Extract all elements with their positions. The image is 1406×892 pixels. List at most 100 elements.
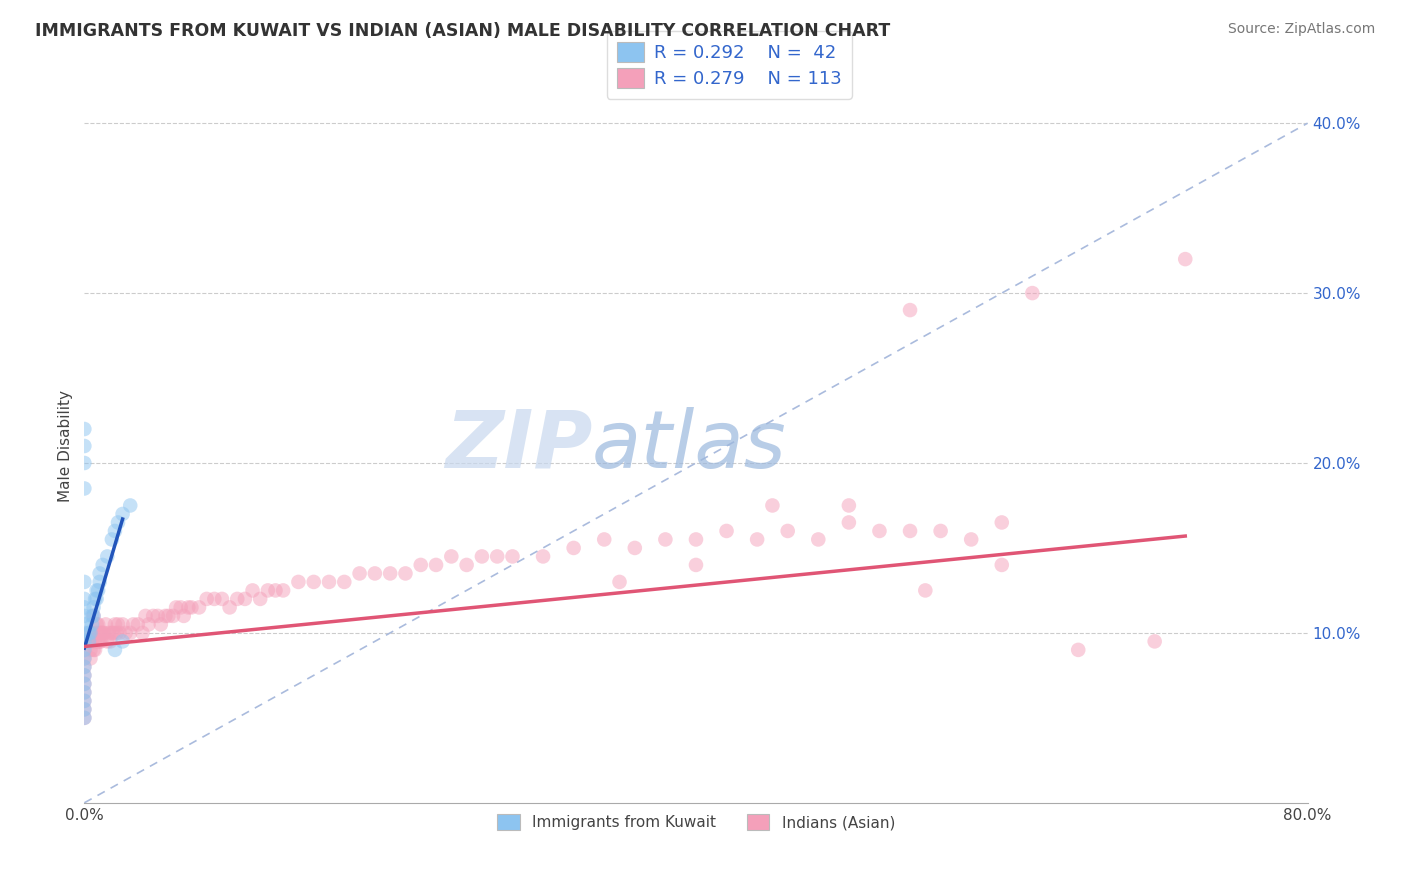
Point <box>73 711 96 725</box>
Point <box>155 608 177 623</box>
Point <box>73 422 96 436</box>
Point <box>138 617 160 632</box>
Point <box>170 600 193 615</box>
Point <box>991 516 1014 530</box>
Point <box>146 608 169 623</box>
Point <box>114 626 136 640</box>
Point <box>91 626 114 640</box>
Point <box>104 524 127 538</box>
Point <box>73 694 96 708</box>
Point <box>86 617 108 632</box>
Point <box>86 626 108 640</box>
Point <box>73 685 96 699</box>
Point <box>122 617 145 632</box>
Point <box>302 574 325 589</box>
Point <box>89 634 111 648</box>
Point <box>73 651 96 665</box>
Point <box>364 566 387 581</box>
Point <box>86 583 108 598</box>
Point <box>73 456 96 470</box>
Point <box>471 549 494 564</box>
Point <box>149 617 172 632</box>
Point <box>94 617 117 632</box>
Point <box>84 634 107 648</box>
Point <box>531 549 554 564</box>
Point <box>83 600 105 615</box>
Point <box>73 482 96 496</box>
Point <box>991 558 1014 572</box>
Point <box>107 617 129 632</box>
Point <box>96 549 118 564</box>
Point <box>716 524 738 538</box>
Point <box>195 591 218 606</box>
Point <box>73 660 96 674</box>
Point <box>105 626 128 640</box>
Point <box>440 549 463 564</box>
Point <box>502 549 524 564</box>
Point <box>960 533 983 547</box>
Point <box>77 626 100 640</box>
Point <box>73 643 96 657</box>
Point <box>188 600 211 615</box>
Point <box>73 617 96 632</box>
Point <box>73 634 96 648</box>
Point <box>111 617 134 632</box>
Point <box>73 660 96 674</box>
Point <box>73 677 96 691</box>
Point <box>73 626 96 640</box>
Point <box>96 634 118 648</box>
Point <box>1143 634 1166 648</box>
Point <box>914 583 936 598</box>
Point <box>249 591 271 606</box>
Point <box>83 608 105 623</box>
Point <box>127 617 149 632</box>
Text: Source: ZipAtlas.com: Source: ZipAtlas.com <box>1227 22 1375 37</box>
Point <box>73 574 96 589</box>
Point <box>157 608 180 623</box>
Point <box>77 634 100 648</box>
Point <box>73 685 96 699</box>
Point <box>173 608 195 623</box>
Point <box>264 583 287 598</box>
Point <box>929 524 952 538</box>
Point <box>409 558 432 572</box>
Point <box>83 608 105 623</box>
Point <box>90 626 112 640</box>
Point <box>120 499 142 513</box>
Point <box>73 600 96 615</box>
Point <box>111 507 134 521</box>
Point <box>1067 643 1090 657</box>
Point <box>685 533 707 547</box>
Point <box>747 533 769 547</box>
Point <box>104 643 127 657</box>
Point <box>685 558 707 572</box>
Point <box>287 574 309 589</box>
Point <box>87 617 110 632</box>
Text: ZIP: ZIP <box>444 407 592 485</box>
Point <box>107 516 129 530</box>
Point <box>97 626 120 640</box>
Point <box>142 608 165 623</box>
Point <box>89 626 111 640</box>
Point <box>456 558 478 572</box>
Point <box>108 626 131 640</box>
Point <box>838 516 860 530</box>
Point <box>180 600 202 615</box>
Point <box>79 651 101 665</box>
Point <box>89 566 111 581</box>
Point <box>202 591 225 606</box>
Point <box>869 524 891 538</box>
Point <box>89 574 111 589</box>
Point <box>73 702 96 716</box>
Point <box>73 634 96 648</box>
Point <box>226 591 249 606</box>
Point <box>761 499 783 513</box>
Point <box>101 626 124 640</box>
Point <box>98 634 121 648</box>
Point <box>79 626 101 640</box>
Point <box>111 634 134 648</box>
Point <box>380 566 402 581</box>
Point <box>131 626 153 640</box>
Point <box>91 558 114 572</box>
Point <box>394 566 416 581</box>
